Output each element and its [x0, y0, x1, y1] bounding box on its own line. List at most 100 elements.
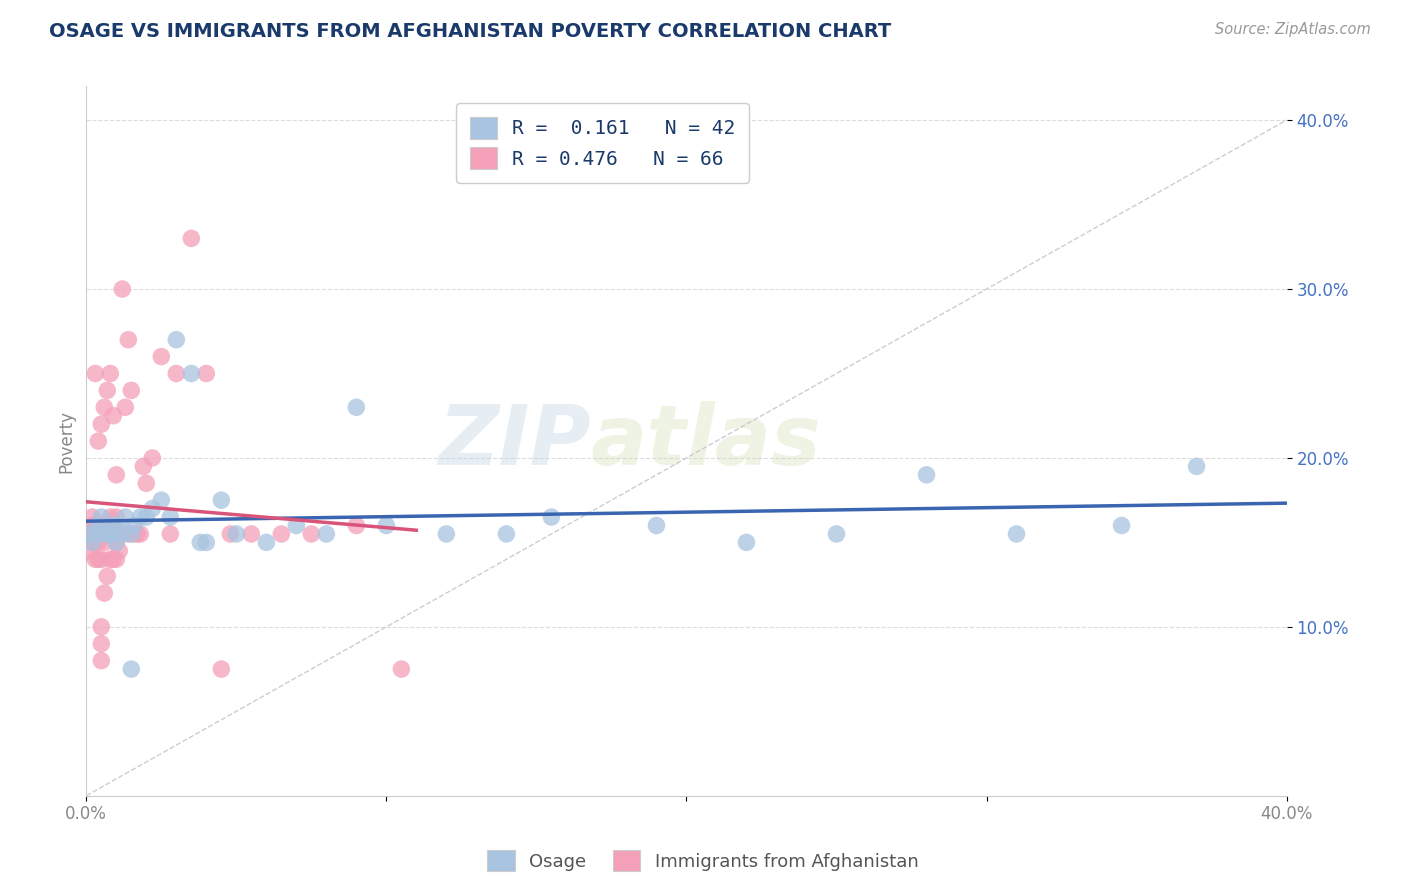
Point — [141, 501, 163, 516]
Point — [114, 510, 136, 524]
Legend: Osage, Immigrants from Afghanistan: Osage, Immigrants from Afghanistan — [481, 843, 925, 879]
Text: OSAGE VS IMMIGRANTS FROM AFGHANISTAN POVERTY CORRELATION CHART: OSAGE VS IMMIGRANTS FROM AFGHANISTAN POV… — [49, 22, 891, 41]
Point — [96, 527, 118, 541]
Point — [1185, 459, 1208, 474]
Point — [127, 527, 149, 541]
Point — [254, 535, 277, 549]
Point — [84, 527, 107, 541]
Point — [103, 527, 125, 541]
Point — [735, 535, 758, 549]
Point — [96, 569, 118, 583]
Point — [93, 401, 115, 415]
Point — [120, 662, 142, 676]
Point — [90, 620, 112, 634]
Point — [87, 434, 110, 448]
Point — [111, 282, 134, 296]
Point — [299, 527, 322, 541]
Point — [117, 527, 139, 541]
Text: ZIP: ZIP — [437, 401, 591, 482]
Point — [150, 493, 173, 508]
Point — [108, 527, 131, 541]
Point — [285, 518, 308, 533]
Text: atlas: atlas — [591, 401, 821, 482]
Point — [240, 527, 263, 541]
Point — [98, 510, 121, 524]
Point — [84, 527, 107, 541]
Point — [105, 527, 128, 541]
Point — [82, 510, 104, 524]
Point — [90, 637, 112, 651]
Point — [96, 527, 118, 541]
Point — [103, 552, 125, 566]
Point — [150, 350, 173, 364]
Point — [87, 518, 110, 533]
Point — [124, 527, 146, 541]
Point — [103, 409, 125, 423]
Point — [825, 527, 848, 541]
Point — [93, 535, 115, 549]
Point — [105, 518, 128, 533]
Point — [105, 467, 128, 482]
Point — [90, 417, 112, 432]
Point — [103, 518, 125, 533]
Point — [209, 662, 232, 676]
Point — [195, 367, 218, 381]
Text: Source: ZipAtlas.com: Source: ZipAtlas.com — [1215, 22, 1371, 37]
Point — [96, 518, 118, 533]
Point — [315, 527, 337, 541]
Point — [209, 493, 232, 508]
Point — [495, 527, 517, 541]
Point — [117, 333, 139, 347]
Point — [129, 527, 152, 541]
Point — [98, 552, 121, 566]
Point — [188, 535, 211, 549]
Point — [434, 527, 457, 541]
Point — [129, 510, 152, 524]
Point — [79, 544, 101, 558]
Point — [79, 527, 101, 541]
Point — [225, 527, 247, 541]
Point — [98, 527, 121, 541]
Point — [82, 535, 104, 549]
Point — [90, 654, 112, 668]
Point — [82, 518, 104, 533]
Point — [1111, 518, 1133, 533]
Point — [540, 510, 562, 524]
Point — [96, 384, 118, 398]
Point — [105, 510, 128, 524]
Point — [180, 231, 202, 245]
Point — [915, 467, 938, 482]
Point — [389, 662, 412, 676]
Point — [84, 518, 107, 533]
Point — [98, 367, 121, 381]
Point — [105, 535, 128, 549]
Point — [79, 527, 101, 541]
Point — [645, 518, 668, 533]
Point — [90, 552, 112, 566]
Point — [1005, 527, 1028, 541]
Point — [90, 527, 112, 541]
Point — [84, 535, 107, 549]
Point — [159, 510, 181, 524]
Point — [84, 367, 107, 381]
Point — [120, 384, 142, 398]
Point — [98, 527, 121, 541]
Point — [159, 527, 181, 541]
Point — [93, 518, 115, 533]
Point — [87, 535, 110, 549]
Point — [180, 367, 202, 381]
Point — [105, 535, 128, 549]
Point — [111, 527, 134, 541]
Point — [132, 459, 155, 474]
Point — [344, 518, 367, 533]
Point — [82, 535, 104, 549]
Point — [219, 527, 242, 541]
Point — [93, 527, 115, 541]
Point — [90, 510, 112, 524]
Point — [270, 527, 292, 541]
Point — [108, 544, 131, 558]
Point — [111, 527, 134, 541]
Point — [114, 401, 136, 415]
Point — [84, 552, 107, 566]
Point — [165, 367, 187, 381]
